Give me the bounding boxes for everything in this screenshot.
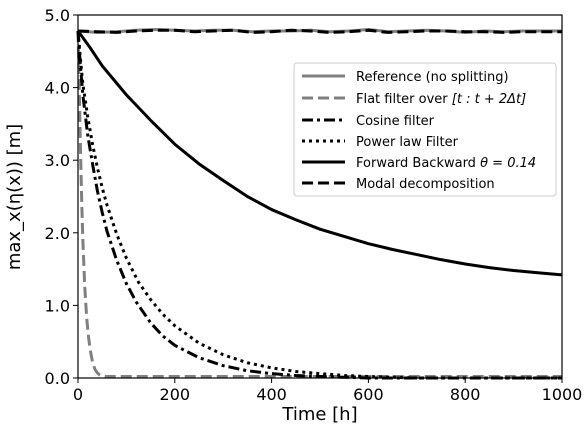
y-axis-label: max_x(η(x)) [m] <box>4 124 25 270</box>
legend-label-flat-filter: Flat filter over [t : t + 2Δt] <box>356 92 526 107</box>
legend-label-forward-backward-prefix: Forward Backward <box>356 156 480 171</box>
x-tick-label: 0 <box>73 385 83 404</box>
ticks-layer: 0 200 400 600 800 1000 0.0 1.0 2.0 3.0 4.0 5.0 <box>45 6 583 404</box>
legend-label-reference: Reference (no splitting) <box>356 70 509 85</box>
series-line-flat-filter-over-t-t-2-t <box>76 30 562 379</box>
x-tick-label: 200 <box>160 385 191 404</box>
x-axis-label: Time [h] <box>281 404 357 425</box>
legend: Reference (no splitting) Flat filter ove… <box>293 62 557 197</box>
legend-label-forward-backward: Forward Backward θ = 0.14 <box>356 156 536 171</box>
legend-label-forward-backward-param: θ = 0.14 <box>480 156 536 171</box>
plot-frame <box>77 14 563 379</box>
x-tick-label: 800 <box>450 385 481 404</box>
x-tick-label: 400 <box>256 385 287 404</box>
legend-label-flat-filter-interval: [t : t + 2Δt] <box>452 92 526 107</box>
y-tick-label: 1.0 <box>45 296 70 315</box>
x-tick-label: 1000 <box>542 385 583 404</box>
legend-label-flat-filter-prefix: Flat filter over <box>356 92 452 107</box>
legend-label-modal: Modal decomposition <box>356 177 495 192</box>
y-tick-label: 4.0 <box>45 79 70 98</box>
series-line-power-law-filter <box>76 30 562 380</box>
series-line-modal-decomposition <box>77 28 562 34</box>
legend-label-power-law: Power law Filter <box>356 135 459 150</box>
y-tick-label: 3.0 <box>45 151 70 170</box>
y-tick-label: 0.0 <box>45 369 70 388</box>
legend-box <box>293 62 557 197</box>
y-tick-label: 5.0 <box>45 6 70 25</box>
legend-label-cosine: Cosine filter <box>356 114 435 129</box>
x-tick-label: 600 <box>353 385 384 404</box>
y-tick-label: 2.0 <box>45 224 70 243</box>
series-line-forward-backward-0-14 <box>76 30 563 277</box>
